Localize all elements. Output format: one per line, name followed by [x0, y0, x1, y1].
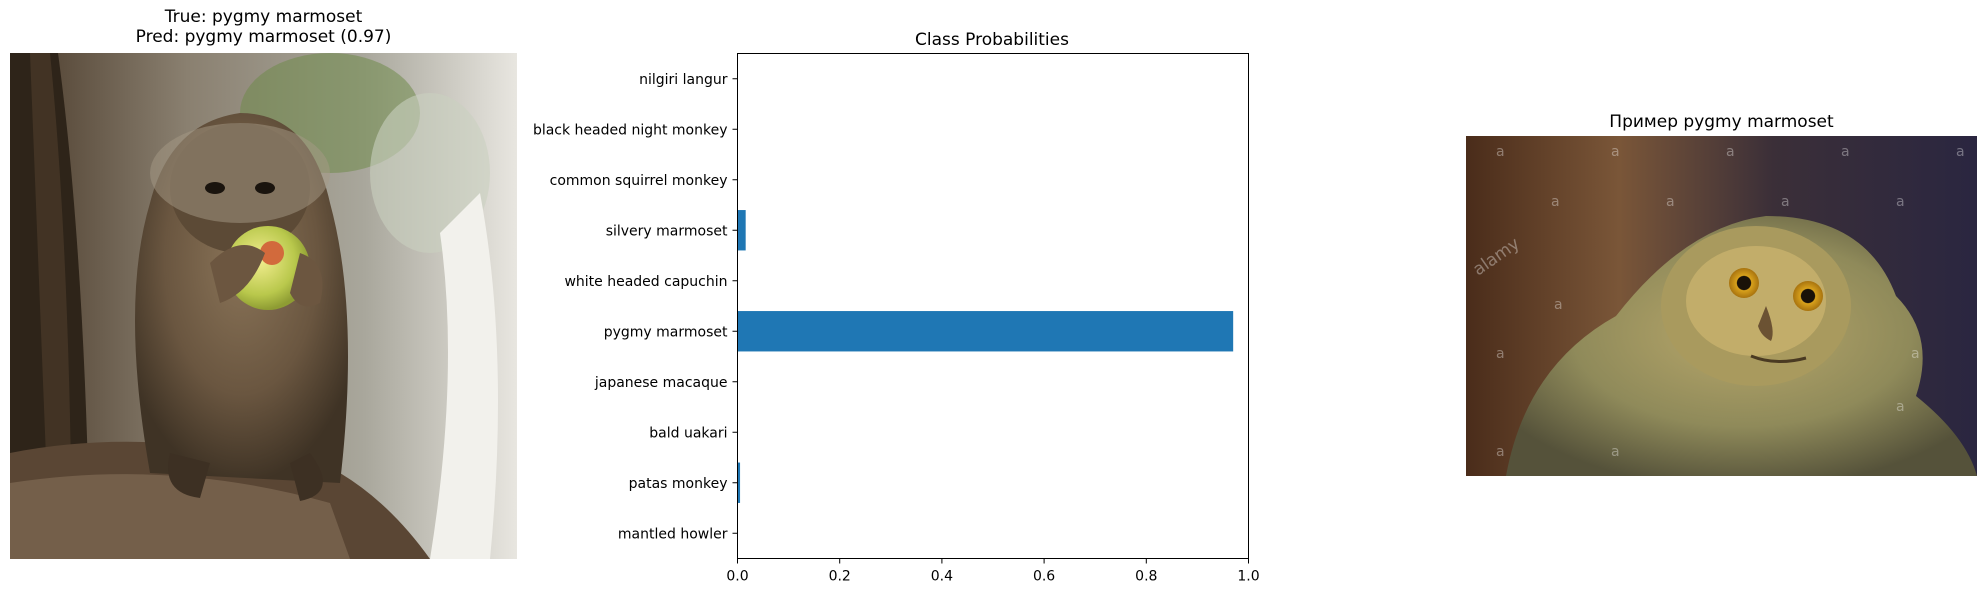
- watermark: a: [1551, 194, 1560, 210]
- watermark: a: [1496, 346, 1505, 362]
- y-tick-label: nilgiri langur: [639, 72, 728, 88]
- example-image-title: Пример pygmy marmoset: [1609, 112, 1834, 132]
- watermark: a: [1496, 444, 1505, 460]
- y-tick-label: black headed night monkey: [533, 122, 728, 138]
- watermark: a: [1726, 144, 1735, 160]
- pred-label: Pred: pygmy marmoset (0.97): [135, 27, 392, 47]
- x-tick-label: 0.8: [1135, 569, 1157, 585]
- x-tick-label: 1.0: [1237, 569, 1259, 585]
- y-tick-label: silvery marmoset: [606, 223, 728, 239]
- watermark: a: [1781, 194, 1790, 210]
- x-tick-label: 0.4: [931, 569, 953, 585]
- watermark: a: [1896, 399, 1905, 415]
- y-tick-label: bald uakari: [649, 425, 727, 441]
- chart-title: Class Probabilities: [915, 30, 1069, 50]
- y-tick-label: common squirrel monkey: [550, 173, 728, 189]
- watermark: a: [1841, 144, 1850, 160]
- x-tick-label: 0.6: [1033, 569, 1055, 585]
- plot-frame: [737, 53, 1249, 559]
- x-tick-label: 0.2: [829, 569, 851, 585]
- watermark: a: [1496, 144, 1505, 160]
- bar-pygmy-marmoset: [737, 311, 1234, 352]
- watermark: a: [1896, 194, 1905, 210]
- y-tick-label: patas monkey: [629, 476, 728, 492]
- y-tick-label: mantled howler: [618, 526, 728, 542]
- watermark: a: [1911, 346, 1920, 362]
- true-label: True: pygmy marmoset: [164, 7, 363, 27]
- watermark: a: [1611, 144, 1620, 160]
- watermark: a: [1554, 297, 1563, 313]
- true-class-photo: [10, 53, 517, 559]
- watermark: a: [1956, 144, 1965, 160]
- y-tick-label: white headed capuchin: [564, 274, 727, 290]
- bar-patas-monkey: [737, 462, 741, 503]
- watermark: a: [1611, 444, 1620, 460]
- example-class-photo: a a a a a a a a a a a a a a a alamy: [1466, 136, 1977, 476]
- watermark: a: [1666, 194, 1675, 210]
- bar-silvery-marmoset: [737, 210, 746, 251]
- y-tick-label: japanese macaque: [594, 375, 728, 391]
- y-tick-label: pygmy marmoset: [604, 324, 728, 340]
- left-image-title: True: pygmy marmoset Pred: pygmy marmose…: [10, 7, 517, 47]
- x-tick-label: 0.0: [726, 569, 748, 585]
